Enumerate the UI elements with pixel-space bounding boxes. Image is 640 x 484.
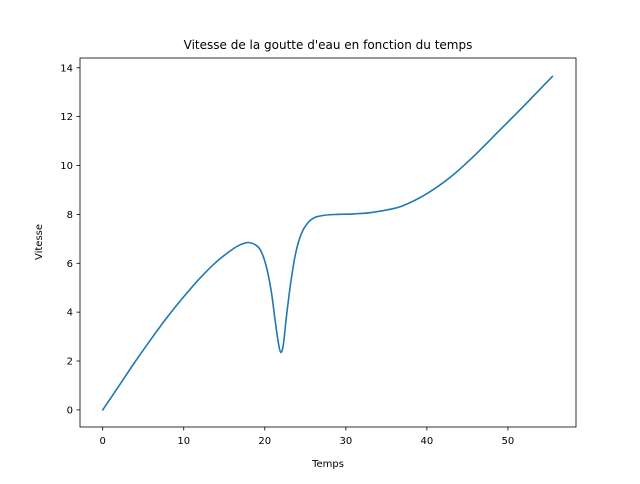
x-tick-label: 30 — [339, 436, 352, 447]
plot-frame — [79, 57, 577, 428]
x-tick-label: 0 — [100, 436, 106, 447]
x-axis: 0 10 20 30 40 50 — [100, 427, 515, 447]
x-tick-label: 50 — [502, 436, 515, 447]
y-axis-label: Vitesse — [34, 224, 45, 260]
plot-area — [101, 75, 554, 411]
x-tick-label: 40 — [421, 436, 434, 447]
y-tick-label: 12 — [60, 112, 73, 123]
y-axis: 0 2 4 6 8 10 12 14 — [60, 63, 80, 416]
y-tick-label: 2 — [67, 357, 73, 368]
chart-title: Vitesse de la goutte d'eau en fonction d… — [184, 38, 473, 52]
series-line — [101, 75, 554, 411]
y-tick-label: 0 — [67, 405, 73, 416]
y-tick-label: 8 — [67, 210, 73, 221]
y-tick-label: 4 — [67, 308, 73, 319]
x-tick-label: 20 — [258, 436, 271, 447]
y-tick-label: 14 — [60, 63, 73, 74]
y-tick-label: 10 — [60, 161, 73, 172]
y-tick-label: 6 — [67, 259, 73, 270]
x-tick-label: 10 — [177, 436, 190, 447]
x-axis-label: Temps — [311, 459, 344, 470]
